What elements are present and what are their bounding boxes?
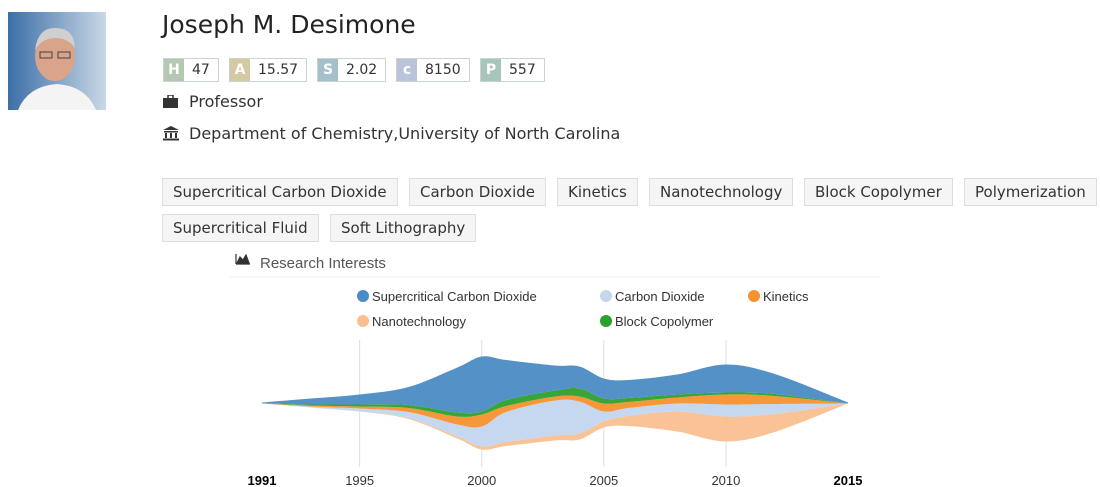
legend-label: Supercritical Carbon Dioxide bbox=[372, 289, 537, 304]
chart-icon bbox=[235, 253, 250, 265]
metric-key: c bbox=[397, 59, 417, 81]
tag[interactable]: Block Copolymer bbox=[804, 178, 953, 206]
x-tick-label: 1991 bbox=[248, 473, 277, 487]
profile-name: Joseph M. Desimone bbox=[162, 10, 416, 39]
metric-key: H bbox=[164, 59, 184, 81]
tag[interactable]: Carbon Dioxide bbox=[409, 178, 547, 206]
legend-swatch bbox=[600, 290, 612, 302]
legend-swatch bbox=[357, 290, 369, 302]
metric-key: S bbox=[318, 59, 338, 81]
affiliation: Department of Chemistry,University of No… bbox=[189, 124, 621, 143]
metric-value: 8150 bbox=[425, 62, 461, 78]
legend-label: Block Copolymer bbox=[615, 314, 714, 329]
stream-area bbox=[262, 387, 848, 417]
institution-icon bbox=[163, 126, 179, 141]
metric-badge: H 47 bbox=[163, 58, 219, 82]
chart: Research Interests 1991 1995 2000 2005 2010 2… bbox=[230, 253, 880, 487]
metric-value: 47 bbox=[192, 62, 210, 78]
metric-value: 557 bbox=[509, 62, 536, 78]
tag[interactable]: Kinetics bbox=[557, 178, 638, 206]
metric-badge: c 8150 bbox=[396, 58, 470, 82]
legend-swatch bbox=[748, 290, 760, 302]
x-tick-label: 2010 bbox=[711, 473, 740, 487]
x-tick-label: 2015 bbox=[834, 473, 863, 487]
avatar bbox=[8, 12, 106, 110]
stream-area bbox=[262, 403, 848, 450]
tag[interactable]: Nanotechnology bbox=[649, 178, 794, 206]
metric-badge: P 557 bbox=[480, 58, 545, 82]
tag[interactable]: Supercritical Fluid bbox=[162, 214, 319, 242]
x-tick-label: 2005 bbox=[589, 473, 618, 487]
tag[interactable]: Polymerization bbox=[964, 178, 1097, 206]
metric-badge: S 2.02 bbox=[317, 58, 387, 82]
legend-swatch bbox=[600, 315, 612, 327]
x-tick-label: 1995 bbox=[345, 473, 374, 487]
legend-label: Carbon Dioxide bbox=[615, 289, 705, 304]
tag[interactable]: Soft Lithography bbox=[330, 214, 477, 242]
stream-area bbox=[262, 356, 848, 414]
tag[interactable]: Supercritical Carbon Dioxide bbox=[162, 178, 398, 206]
metric-value: 2.02 bbox=[346, 62, 378, 78]
metric-key: P bbox=[481, 59, 501, 81]
stream-area bbox=[262, 394, 848, 428]
position: Professor bbox=[189, 92, 263, 111]
legend-label: Kinetics bbox=[763, 289, 809, 304]
metric-badge: A 15.57 bbox=[229, 58, 308, 82]
x-tick-label: 2000 bbox=[467, 473, 496, 487]
legend-swatch bbox=[357, 315, 369, 327]
briefcase-icon bbox=[163, 95, 178, 108]
metric-value: 15.57 bbox=[258, 62, 299, 78]
stream-area bbox=[262, 399, 848, 447]
chart-title: Research Interests bbox=[260, 255, 386, 272]
legend-label: Nanotechnology bbox=[372, 314, 466, 329]
metric-key: A bbox=[230, 59, 250, 81]
